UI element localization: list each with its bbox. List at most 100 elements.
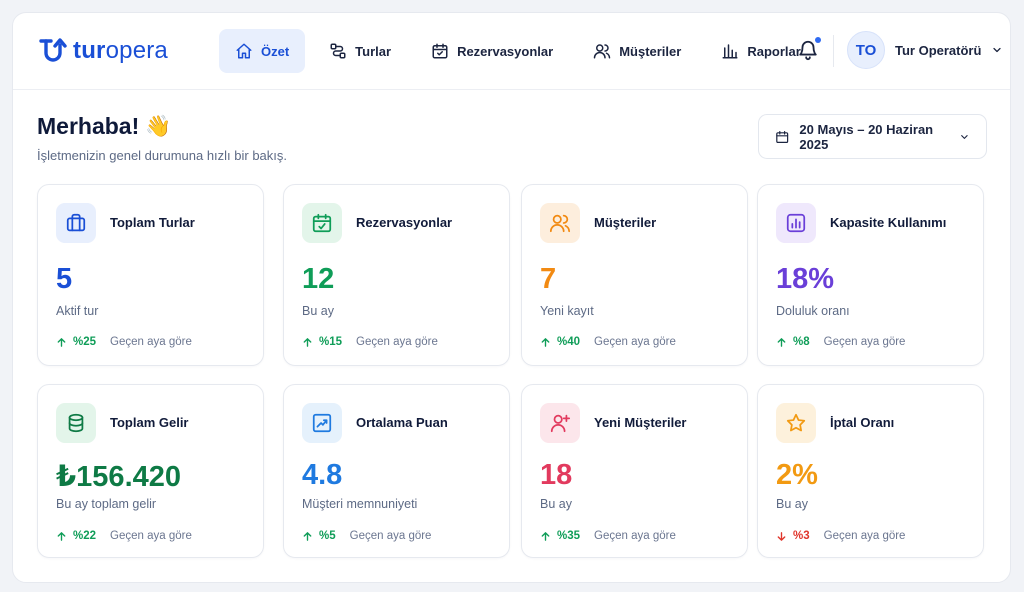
- stat-card[interactable]: İptal Oranı 2% Bu ay %3 Geçen aya göre: [757, 384, 984, 558]
- stat-title: Yeni Müşteriler: [594, 415, 687, 430]
- notification-dot: [815, 37, 821, 43]
- nav-item-ozet[interactable]: Özet: [219, 29, 306, 73]
- trend-compare-label: Geçen aya göre: [823, 530, 906, 542]
- stat-title: Rezervasyonlar: [356, 215, 453, 230]
- user-name: Tur Operatörü: [895, 42, 982, 58]
- stat-value: 12: [302, 263, 335, 295]
- arrow-up-icon: [541, 531, 550, 541]
- stat-value: 2%: [776, 459, 818, 491]
- stat-value: 7: [540, 263, 557, 295]
- trend-compare-label: Geçen aya göre: [356, 336, 438, 348]
- bar-chart-icon: [786, 213, 806, 233]
- trend-compare-label: Geçen aya göre: [349, 530, 432, 542]
- stat-icon-wrap: [56, 203, 96, 243]
- nav-item-rezervasyonlar[interactable]: Rezervasyonlar: [415, 29, 569, 73]
- wave-icon: 👋: [145, 114, 172, 138]
- page-title: Merhaba! 👋: [37, 113, 287, 140]
- date-range-picker[interactable]: 20 Mayıs – 20 Haziran 2025: [758, 114, 987, 159]
- stat-card[interactable]: Rezervasyonlar 12 Bu ay %15 Geçen aya göre: [283, 184, 510, 366]
- stat-trend: %15 Geçen aya göre: [302, 336, 438, 348]
- briefcase-icon: [66, 213, 86, 232]
- nav-item-raporlar[interactable]: Raporlar: [705, 29, 816, 73]
- arrow-up-icon: [57, 531, 66, 541]
- stat-caption: Bu ay: [776, 497, 808, 511]
- stat-caption: Bu ay toplam gelir: [56, 497, 157, 511]
- stat-card[interactable]: Kapasite Kullanımı 18% Doluluk oranı %8 Geçe…: [757, 184, 984, 366]
- brand-name: turopera: [73, 37, 168, 64]
- stat-icon-wrap: [302, 203, 342, 243]
- calendar-icon: [776, 130, 789, 143]
- calendar-check-icon: [312, 213, 332, 233]
- chevron-down-icon: [993, 47, 1002, 53]
- trend-percent: %15: [319, 336, 343, 348]
- users-icon: [593, 44, 611, 59]
- stat-title: Ortalama Puan: [356, 415, 448, 430]
- stat-trend: %25 Geçen aya göre: [56, 336, 192, 348]
- arrow-down-icon: [777, 531, 786, 541]
- stat-title: Kapasite Kullanımı: [830, 215, 947, 230]
- trend-percent: %35: [557, 530, 581, 542]
- arrow-up-icon: [57, 337, 66, 347]
- stat-card[interactable]: Toplam Gelir ₺156.420 Bu ay toplam gelir %2…: [37, 384, 264, 558]
- stat-trend: %5 Geçen aya göre: [302, 530, 431, 542]
- nav-item-turlar[interactable]: Turlar: [313, 29, 407, 73]
- bar-chart-icon: [722, 44, 738, 59]
- stat-icon-wrap: [776, 403, 816, 443]
- stat-card[interactable]: Müşteriler 7 Yeni kayıt %40 Geçen aya göre: [521, 184, 748, 366]
- stat-card[interactable]: Ortalama Puan 4.8 Müşteri memnuniyeti %5 Geç…: [283, 384, 510, 558]
- nav-label: Rezervasyonlar: [457, 43, 554, 59]
- user-plus-icon: [550, 414, 571, 433]
- nav-label: Turlar: [355, 43, 392, 59]
- date-range-label: 20 Mayıs – 20 Haziran 2025: [799, 121, 934, 152]
- trend-compare-label: Geçen aya göre: [823, 336, 906, 348]
- trend-compare-label: Geçen aya göre: [594, 530, 676, 542]
- stat-card[interactable]: Toplam Turlar 5 Aktif tur %25 Geçen aya göre: [37, 184, 264, 366]
- bell-icon: [799, 40, 817, 61]
- trend-percent: %22: [73, 530, 97, 542]
- stat-value: 4.8: [302, 459, 343, 491]
- stat-icon-wrap: [540, 203, 580, 243]
- stat-value: ₺156.420: [56, 461, 182, 493]
- coins-icon: [68, 413, 84, 433]
- trend-percent: %40: [557, 336, 581, 348]
- trend-percent: %8: [793, 336, 810, 348]
- notifications-button[interactable]: [797, 37, 821, 63]
- stat-title: İptal Oranı: [830, 415, 895, 430]
- app-window: turopera Özet Turlar Rezervasyonlar Müşt…: [12, 12, 1011, 583]
- stat-value: 5: [56, 263, 73, 295]
- main-nav: Özet Turlar Rezervasyonlar Müşteriler Ra…: [219, 29, 817, 73]
- trend-percent: %3: [793, 530, 810, 542]
- stat-value: 18: [540, 459, 573, 491]
- users-icon: [549, 214, 571, 233]
- home-icon: [236, 43, 252, 59]
- calendar-icon: [432, 43, 448, 59]
- stat-caption: Bu ay: [302, 304, 334, 318]
- user-menu[interactable]: TO Tur Operatörü: [847, 31, 1003, 69]
- stat-caption: Yeni kayıt: [540, 304, 594, 318]
- star-icon: [786, 413, 806, 432]
- chevron-down-icon: [961, 134, 968, 139]
- stat-caption: Aktif tur: [56, 304, 99, 318]
- stat-icon-wrap: [302, 403, 342, 443]
- stat-caption: Doluluk oranı: [776, 304, 850, 318]
- brand-logo[interactable]: turopera: [37, 37, 168, 65]
- arrow-up-icon: [777, 337, 786, 347]
- stat-title: Toplam Turlar: [110, 215, 195, 230]
- trend-compare-label: Geçen aya göre: [110, 336, 192, 348]
- stat-trend: %8 Geçen aya göre: [776, 336, 905, 348]
- nav-item-musteriler[interactable]: Müşteriler: [577, 29, 697, 73]
- avatar: TO: [847, 31, 885, 69]
- nav-label: Raporlar: [747, 43, 801, 59]
- stat-caption: Bu ay: [540, 497, 572, 511]
- route-icon: [330, 43, 346, 59]
- trend-compare-label: Geçen aya göre: [594, 336, 676, 348]
- page-subtitle: İşletmenizin genel durumuna hızlı bir ba…: [37, 148, 288, 163]
- greeting: Merhaba! 👋 İşletmenizin genel durumuna h…: [37, 113, 287, 163]
- greeting-title: Merhaba!: [37, 113, 140, 139]
- trend-percent: %5: [319, 530, 336, 542]
- stat-value: 18%: [776, 263, 835, 295]
- stat-trend: %3 Geçen aya göre: [776, 530, 905, 542]
- trending-up-icon: [312, 413, 332, 433]
- stat-icon-wrap: [776, 203, 816, 243]
- stat-card[interactable]: Yeni Müşteriler 18 Bu ay %35 Geçen aya göre: [521, 384, 748, 558]
